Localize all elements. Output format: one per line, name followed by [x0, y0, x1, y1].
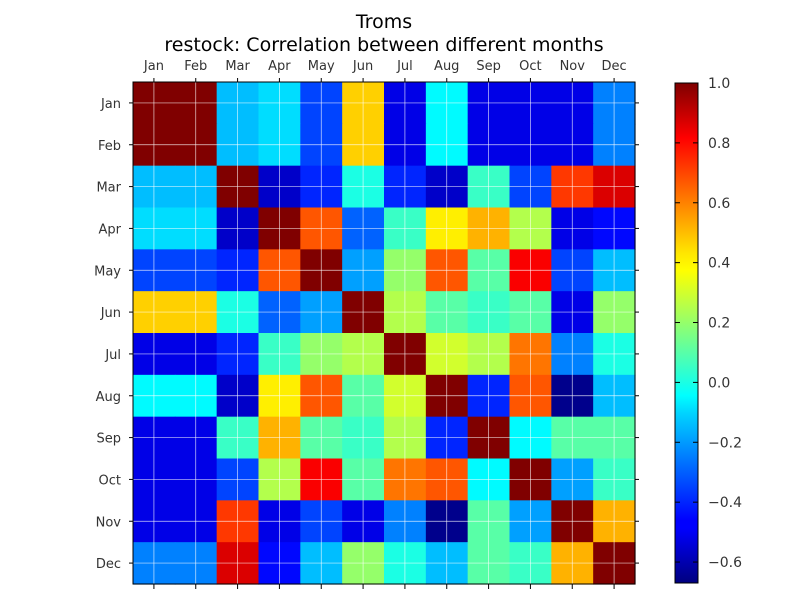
x-tick-label-jun: Jun [352, 59, 373, 74]
colorbar-tick-label: 0.4 [708, 256, 730, 272]
plot-frame [132, 81, 636, 585]
x-tick-label-nov: Nov [560, 59, 586, 74]
heatmap-cells [133, 82, 636, 585]
colorbar-tick-label: 0.8 [708, 136, 730, 152]
y-tick-label-dec: Dec [96, 557, 121, 572]
y-tick-label-feb: Feb [98, 139, 121, 154]
colorbar-tick-label: 0.6 [708, 196, 730, 212]
y-tick-label-mar: Mar [96, 181, 121, 196]
x-tick-label-dec: Dec [602, 59, 627, 74]
y-tick-label-jul: Jul [104, 348, 121, 363]
y-tick-label-apr: Apr [99, 222, 122, 237]
y-tick-label-nov: Nov [96, 515, 122, 530]
colorbar [674, 82, 699, 584]
colorbar-tick-label: 0.0 [708, 375, 730, 391]
x-tick-label-jan: Jan [143, 59, 164, 74]
x-tick-label-mar: Mar [225, 59, 250, 74]
x-tick-label-aug: Aug [434, 59, 459, 74]
y-tick-label-sep: Sep [96, 432, 121, 447]
colorbar-ticks: 1.0 0.8 0.6 0.4 0.2 0.0 −0.2 −0.4 −0.6 [675, 76, 742, 571]
x-tick-label-jul: Jul [396, 59, 413, 74]
x-tick-label-oct: Oct [519, 59, 541, 74]
colorbar-tick-label: −0.6 [708, 555, 742, 571]
y-tick-label-oct: Oct [99, 473, 121, 488]
x-tick-label-apr: Apr [268, 59, 291, 74]
colorbar-tick-label: 1.0 [708, 76, 730, 92]
colorbar-tick-label: −0.2 [708, 435, 742, 451]
chart-subtitle: restock: Correlation between different m… [164, 34, 603, 56]
y-axis-ticks: Jan Feb Mar Apr May Jun Jul Aug Sep Oct Nov Dec [94, 97, 639, 572]
y-tick-label-may: May [94, 264, 121, 279]
x-tick-label-may: May [308, 59, 335, 74]
colorbar-tick-label: −0.4 [708, 495, 742, 511]
y-tick-label-jan: Jan [100, 97, 121, 112]
heatmap-grid [133, 82, 635, 584]
x-tick-label-sep: Sep [476, 59, 501, 74]
y-tick-label-jun: Jun [100, 306, 121, 321]
y-tick-label-aug: Aug [96, 390, 121, 405]
chart-title: Troms [355, 11, 412, 33]
colorbar-tick-label: 0.2 [708, 316, 730, 332]
x-axis-ticks: Jan Feb Mar Apr May Jun Jul Aug Sep Oct Nov Dec [143, 59, 627, 589]
x-tick-label-feb: Feb [184, 59, 207, 74]
